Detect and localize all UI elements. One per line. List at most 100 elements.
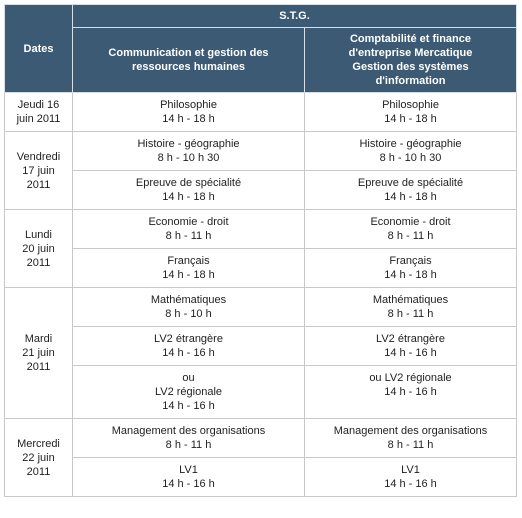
table-row: ou LV2 régionale 14 h - 16 h ou LV2 régi… — [5, 365, 517, 419]
exam-subject: Histoire - géographie — [359, 138, 462, 150]
exam-subject: Philosophie — [160, 99, 217, 111]
date-line: Vendredi — [16, 150, 61, 163]
exam-cell: LV2 étrangère 14 h - 16 h — [72, 326, 305, 366]
exam-time: 14 h - 18 h — [162, 269, 215, 281]
exam-cell: LV1 14 h - 16 h — [304, 457, 517, 497]
exam-time: 14 h - 16 h — [384, 478, 437, 490]
date-line: Mercredi — [17, 437, 60, 450]
exam-cell: Philosophie 14 h - 18 h — [72, 92, 305, 132]
exam-cell: ou LV2 régionale 14 h - 16 h — [72, 365, 305, 419]
table-row: LV2 étrangère 14 h - 16 h LV2 étrangère … — [5, 326, 517, 366]
table-row: Français 14 h - 18 h Français 14 h - 18 … — [5, 248, 517, 288]
date-line: 22 juin — [22, 451, 55, 464]
table-row: Jeudi 16 juin 2011 Philosophie 14 h - 18… — [4, 92, 517, 132]
exam-subject: ou — [182, 372, 195, 384]
exam-time: 14 h - 18 h — [384, 113, 437, 125]
header-col1-line: ressources humaines — [131, 61, 246, 73]
exam-subject: LV2 étrangère — [154, 333, 223, 345]
exam-subject: LV2 étrangère — [376, 333, 445, 345]
exam-cell: LV1 14 h - 16 h — [72, 457, 305, 497]
exam-subject: Français — [389, 255, 432, 267]
exam-time: 14 h - 18 h — [384, 269, 437, 281]
exam-time: 8 h - 11 h — [387, 439, 434, 451]
exam-time: 14 h - 16 h — [162, 347, 215, 359]
header-col2-line: d'entreprise Mercatique — [348, 47, 473, 59]
exam-time: 14 h - 18 h — [162, 191, 215, 203]
exam-subject: Philosophie — [382, 99, 439, 111]
schedule-table: Dates S.T.G. Communication et gestion de… — [4, 4, 517, 497]
table-row: Mercredi 22 juin 2011 Management des org… — [4, 418, 517, 497]
exam-subject: LV1 — [401, 464, 420, 476]
table-row: Lundi 20 juin 2011 Economie - droit 8 h … — [4, 209, 517, 288]
exam-subject: Economie - droit — [370, 216, 451, 228]
date-cell: Mercredi 22 juin 2011 — [4, 418, 73, 497]
table-row: Epreuve de spécialité 14 h - 18 h Epreuv… — [5, 170, 517, 210]
exam-subject: Economie - droit — [148, 216, 229, 228]
table-row: Vendredi 17 juin 2011 Histoire - géograp… — [4, 131, 517, 210]
header-dates: Dates — [4, 4, 73, 93]
exam-subject: Mathématiques — [150, 294, 227, 306]
exam-time: 8 h - 10 h 30 — [379, 152, 442, 164]
exam-cell: LV2 étrangère 14 h - 16 h — [304, 326, 517, 366]
exam-cell: Histoire - géographie 8 h - 10 h 30 — [304, 131, 517, 171]
table-row: Mardi 21 juin 2011 Mathématiques 8 h - 1… — [4, 287, 517, 419]
exam-subject: ou LV2 régionale — [369, 372, 452, 384]
date-cell: Lundi 20 juin 2011 — [4, 209, 73, 288]
exam-time: 14 h - 16 h — [162, 400, 215, 412]
date-cell: Jeudi 16 juin 2011 — [4, 92, 73, 132]
header-col2-line: Gestion des systèmes — [352, 61, 469, 73]
date-cell: Mardi 21 juin 2011 — [4, 287, 73, 419]
exam-time: 8 h - 11 h — [387, 308, 434, 320]
exam-cell: Français 14 h - 18 h — [304, 248, 517, 288]
date-line: 17 juin — [22, 164, 55, 177]
exam-time: 8 h - 11 h — [165, 439, 212, 451]
date-line: Mardi — [24, 333, 53, 345]
table-row: LV1 14 h - 16 h LV1 14 h - 16 h — [5, 457, 517, 497]
exam-cell: Mathématiques 8 h - 10 h — [72, 287, 305, 327]
exam-cell: Management des organisations 8 h - 11 h — [72, 418, 305, 458]
exam-subject: LV2 régionale — [154, 386, 223, 398]
exam-subject: LV1 — [179, 464, 198, 476]
exam-time: 14 h - 16 h — [384, 347, 437, 359]
date-line: 2011 — [26, 256, 51, 269]
exam-cell: Français 14 h - 18 h — [72, 248, 305, 288]
header-col2-line: d'information — [375, 75, 446, 87]
exam-time: 14 h - 18 h — [384, 191, 437, 203]
exam-time: 14 h - 16 h — [384, 386, 437, 398]
header-col2-line: Comptabilité et finance — [349, 33, 472, 45]
exam-cell: Epreuve de spécialité 14 h - 18 h — [72, 170, 305, 210]
date-line: Jeudi 16 — [17, 99, 60, 111]
date-line: 2011 — [26, 465, 51, 478]
exam-subject: Epreuve de spécialité — [135, 177, 242, 189]
exam-subject: Epreuve de spécialité — [357, 177, 464, 189]
exam-time: 8 h - 10 h 30 — [157, 152, 220, 164]
exam-cell: Histoire - géographie 8 h - 10 h 30 — [72, 131, 305, 171]
header-col2: Comptabilité et finance d'entreprise Mer… — [304, 27, 517, 93]
header-col1-line: Communication et gestion des — [108, 47, 269, 59]
exam-cell: Philosophie 14 h - 18 h — [304, 92, 517, 132]
exam-subject: Histoire - géographie — [137, 138, 240, 150]
exam-schedule: Dates S.T.G. Communication et gestion de… — [4, 4, 517, 497]
exam-cell: Mathématiques 8 h - 11 h — [304, 287, 517, 327]
exam-time: 8 h - 11 h — [165, 230, 212, 242]
exam-time: 8 h - 11 h — [387, 230, 434, 242]
exam-subject: Management des organisations — [111, 425, 266, 437]
header-stg: S.T.G. — [72, 4, 517, 28]
exam-subject: Management des organisations — [333, 425, 488, 437]
exam-cell: ou LV2 régionale 14 h - 16 h — [304, 365, 517, 419]
exam-cell: Economie - droit 8 h - 11 h — [304, 209, 517, 249]
date-line: 20 juin — [22, 242, 55, 255]
date-cell: Vendredi 17 juin 2011 — [4, 131, 73, 210]
date-line: 21 juin — [22, 347, 55, 359]
exam-cell: Epreuve de spécialité 14 h - 18 h — [304, 170, 517, 210]
date-line: 2011 — [26, 361, 51, 373]
exam-cell: Economie - droit 8 h - 11 h — [72, 209, 305, 249]
exam-time: 14 h - 16 h — [162, 478, 215, 490]
exam-cell: Management des organisations 8 h - 11 h — [304, 418, 517, 458]
exam-subject: Mathématiques — [372, 294, 449, 306]
date-line: juin 2011 — [16, 113, 61, 125]
exam-subject: Français — [167, 255, 210, 267]
date-line: Lundi — [25, 228, 52, 241]
exam-time: 8 h - 10 h — [165, 308, 212, 320]
exam-time: 14 h - 18 h — [162, 113, 215, 125]
